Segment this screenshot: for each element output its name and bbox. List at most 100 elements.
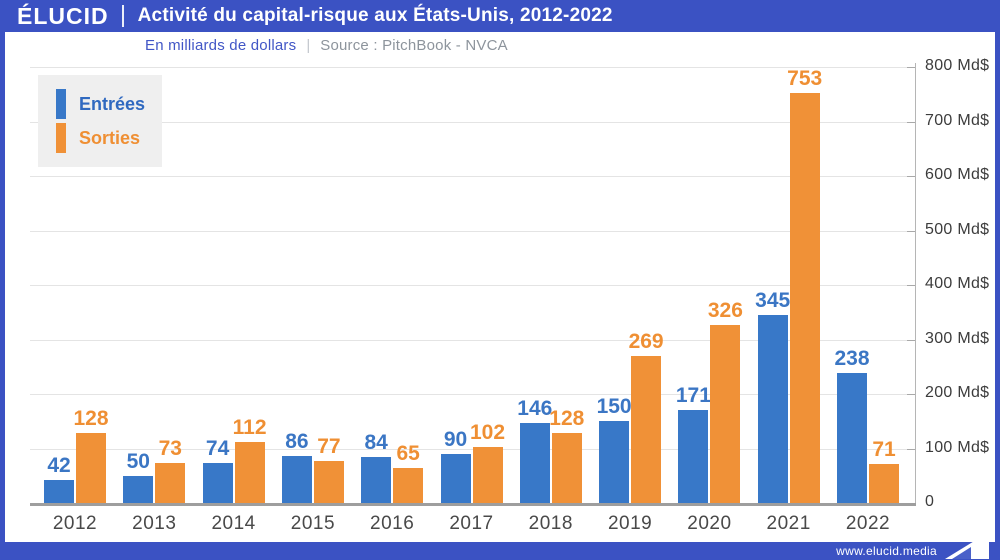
- gridline: [30, 394, 915, 395]
- value-label-entrees-2018: 146: [517, 397, 553, 421]
- value-label-sorties-2013: 73: [158, 437, 182, 461]
- bar-sorties-2020: [710, 325, 741, 503]
- y-axis-label: 400 Md$: [925, 275, 990, 292]
- y-axis-tick: [907, 285, 915, 286]
- bar-entrees-2012: [44, 480, 74, 503]
- value-label-entrees-2022: 238: [834, 347, 870, 371]
- y-axis-tick: [907, 394, 915, 395]
- x-axis-label-2022: 2022: [845, 513, 891, 534]
- y-axis-tick: [907, 67, 915, 68]
- gridline: [30, 339, 915, 341]
- y-axis-tick: [907, 448, 915, 450]
- x-axis-label-2013: 2013: [132, 513, 177, 534]
- gridline: [30, 230, 915, 232]
- y-axis-label: 600 Md$: [925, 166, 990, 183]
- bar-sorties-2012: [76, 433, 106, 503]
- x-axis-label-2019: 2019: [607, 513, 653, 534]
- bar-entrees-2019: [599, 421, 630, 503]
- value-label-entrees-2012: 42: [47, 454, 71, 478]
- gridline: [30, 285, 915, 286]
- subtitle-separator: |: [306, 36, 311, 54]
- bar-sorties-2021: [789, 92, 820, 503]
- x-axis-label-2021: 2021: [766, 513, 811, 534]
- y-axis-label: 800 Md$: [925, 57, 990, 74]
- x-axis-label-2014: 2014: [211, 513, 256, 534]
- value-label-sorties-2012: 128: [73, 407, 109, 431]
- legend-label-sorties: Sorties: [79, 127, 141, 148]
- footer-band: www.elucid.media: [5, 532, 995, 560]
- y-axis-label: 0: [925, 493, 935, 510]
- y-axis-tick: [907, 230, 915, 232]
- x-axis-label-2017: 2017: [449, 513, 494, 534]
- bar-sorties-2014: [234, 441, 265, 503]
- y-axis-label: 700 Md$: [925, 111, 990, 129]
- bar-entrees-2021: [757, 314, 788, 503]
- chart-area: Entrées Sorties 0 100 Md$ 200 Md$ 300 Md$ 40…: [5, 57, 995, 542]
- bar-entrees-2022: [837, 373, 867, 503]
- value-label-sorties-2021: 753: [787, 66, 823, 90]
- x-axis-label-2018: 2018: [528, 513, 573, 534]
- value-label-sorties-2018: 128: [549, 407, 585, 431]
- elucid-arrow-icon: [945, 532, 989, 559]
- value-label-sorties-2015: 77: [317, 435, 341, 459]
- value-label-entrees-2013: 50: [126, 449, 150, 473]
- value-label-entrees-2020: 171: [675, 383, 711, 407]
- value-label-entrees-2017: 90: [443, 427, 468, 451]
- source-label: Source : PitchBook - NVCA: [320, 36, 508, 54]
- legend-item-entrees: Entrées: [56, 87, 162, 121]
- elucid-logo: ÉLUCID: [17, 2, 109, 29]
- bar-entrees-2013: [123, 475, 154, 503]
- y-axis-tick: [907, 176, 915, 177]
- legend: Entrées Sorties: [38, 75, 162, 167]
- value-label-sorties-2022: 71: [872, 438, 896, 462]
- value-label-sorties-2014: 112: [232, 415, 267, 439]
- bar-sorties-2018: [551, 433, 582, 503]
- subheader-band: En milliards de dollars | Source : Pitch…: [5, 32, 995, 58]
- header-divider: [121, 5, 124, 27]
- y-axis-tick: [907, 339, 915, 341]
- footer-url-link[interactable]: www.elucid.media: [836, 544, 937, 558]
- header-band: ÉLUCID Activité du capital-risque aux Ét…: [5, 0, 995, 32]
- y-axis-tick: [907, 121, 915, 123]
- legend-label-entrees: Entrées: [79, 93, 146, 114]
- bar-entrees-2018: [519, 423, 550, 503]
- legend-swatch-entrees: [56, 89, 66, 119]
- legend-item-sorties: Sorties: [56, 121, 162, 155]
- y-axis-label: 200 Md$: [925, 384, 990, 401]
- bar-sorties-2015: [313, 461, 344, 503]
- bar-sorties-2016: [393, 467, 424, 503]
- value-label-sorties-2020: 326: [707, 299, 743, 323]
- bar-entrees-2020: [678, 409, 709, 503]
- x-axis-label-2020: 2020: [687, 513, 732, 534]
- bar-sorties-2019: [631, 356, 662, 503]
- gridline: [30, 176, 915, 177]
- value-label-entrees-2016: 84: [364, 431, 388, 455]
- value-label-entrees-2015: 86: [285, 430, 309, 454]
- value-label-entrees-2014: 74: [205, 436, 230, 460]
- gridline: [30, 121, 915, 123]
- bar-entrees-2017: [440, 453, 471, 503]
- page-title: Activité du capital-risque aux États-Uni…: [137, 5, 613, 26]
- units-label: En milliards de dollars: [145, 36, 297, 54]
- y-axis-label: 100 Md$: [925, 438, 990, 456]
- x-axis-label-2015: 2015: [290, 513, 336, 534]
- x-axis-label-2016: 2016: [370, 513, 415, 534]
- x-axis-line: [30, 503, 916, 506]
- y-axis-line: [915, 63, 916, 503]
- y-axis-label: 300 Md$: [925, 329, 990, 347]
- y-axis-label: 500 Md$: [925, 220, 990, 238]
- value-label-entrees-2021: 345: [755, 288, 791, 312]
- x-axis-label-2012: 2012: [52, 513, 98, 534]
- bar-sorties-2013: [155, 463, 186, 503]
- bar-sorties-2017: [472, 447, 503, 503]
- bar-entrees-2016: [361, 457, 392, 503]
- value-label-sorties-2016: 65: [396, 441, 420, 465]
- legend-swatch-sorties: [56, 123, 66, 153]
- bar-sorties-2022: [869, 464, 899, 503]
- bar-entrees-2014: [202, 462, 233, 503]
- bar-entrees-2015: [281, 456, 312, 503]
- value-label-sorties-2019: 269: [628, 330, 664, 354]
- value-label-entrees-2019: 150: [596, 395, 632, 419]
- gridline: [30, 67, 915, 68]
